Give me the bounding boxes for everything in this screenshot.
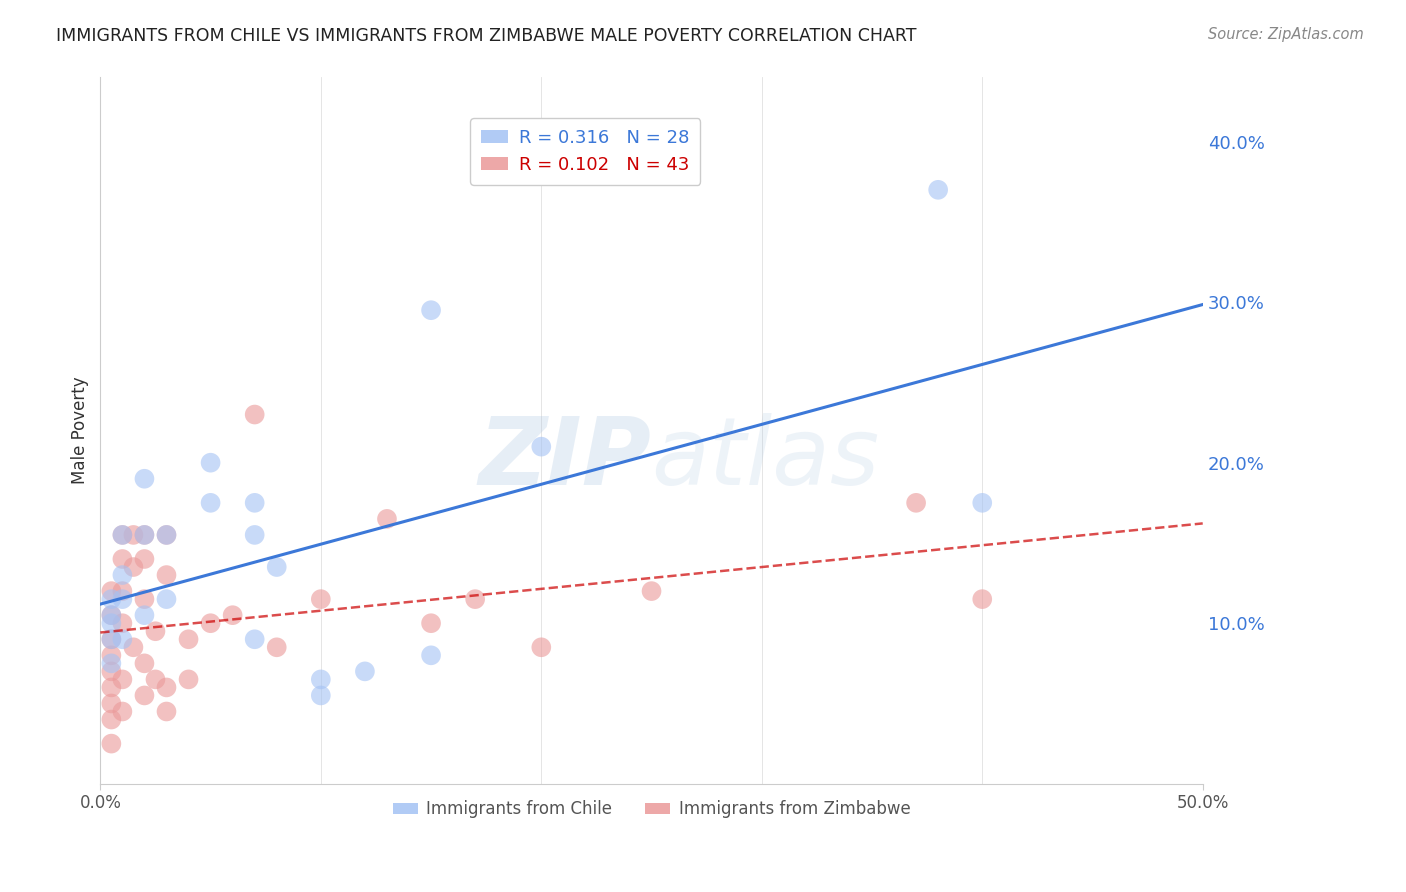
Point (420, 648, 443, 663)
Point (200, 496, 222, 510)
Point (100, 648, 122, 663)
Point (309, 689, 332, 703)
Point (266, 640, 288, 655)
Point (100, 632, 122, 647)
Point (464, 592, 486, 607)
Point (243, 632, 266, 647)
Point (134, 528, 156, 542)
Text: ZIP: ZIP (478, 413, 651, 505)
Point (200, 616, 222, 631)
Point (200, 456, 222, 470)
Text: IMMIGRANTS FROM CHILE VS IMMIGRANTS FROM ZIMBABWE MALE POVERTY CORRELATION CHART: IMMIGRANTS FROM CHILE VS IMMIGRANTS FROM… (56, 27, 917, 45)
Point (122, 640, 145, 655)
Point (155, 705, 177, 719)
Point (100, 608, 122, 623)
Point (100, 632, 122, 647)
Point (100, 616, 122, 631)
Point (100, 608, 122, 623)
Point (134, 608, 156, 623)
Point (155, 528, 177, 542)
Point (134, 528, 156, 542)
Point (145, 673, 167, 687)
Point (155, 592, 177, 607)
Point (134, 592, 156, 607)
Point (100, 657, 122, 671)
Point (420, 616, 443, 631)
Point (111, 592, 134, 607)
Point (111, 705, 134, 719)
Point (640, 584, 662, 599)
Point (111, 584, 134, 599)
Text: Source: ZipAtlas.com: Source: ZipAtlas.com (1208, 27, 1364, 42)
Point (155, 528, 177, 542)
Text: atlas: atlas (651, 413, 880, 504)
Point (134, 657, 156, 671)
Point (243, 408, 266, 422)
Point (177, 673, 200, 687)
Point (111, 673, 134, 687)
Point (111, 632, 134, 647)
Point (309, 592, 332, 607)
Point (243, 496, 266, 510)
Point (100, 697, 122, 711)
Point (100, 737, 122, 751)
Point (111, 616, 134, 631)
Point (530, 440, 553, 454)
Point (122, 528, 145, 542)
Point (221, 608, 243, 623)
Point (122, 560, 145, 574)
Point (972, 592, 994, 607)
Point (111, 552, 134, 566)
Point (100, 584, 122, 599)
Point (134, 552, 156, 566)
Point (145, 624, 167, 639)
Point (155, 568, 177, 582)
Point (927, 183, 949, 197)
Point (100, 681, 122, 695)
Legend: Immigrants from Chile, Immigrants from Zimbabwe: Immigrants from Chile, Immigrants from Z… (387, 794, 917, 825)
Point (354, 665, 377, 679)
Point (420, 303, 443, 318)
Point (375, 512, 398, 526)
Point (111, 568, 134, 582)
Point (155, 681, 177, 695)
Point (100, 592, 122, 607)
Point (243, 528, 266, 542)
Point (134, 689, 156, 703)
Point (100, 713, 122, 727)
Point (100, 665, 122, 679)
Point (266, 560, 288, 574)
Point (177, 632, 200, 647)
Point (905, 496, 928, 510)
Point (111, 528, 134, 542)
Y-axis label: Male Poverty: Male Poverty (72, 376, 89, 484)
Point (972, 496, 994, 510)
Point (134, 472, 156, 486)
Point (530, 640, 553, 655)
Point (309, 673, 332, 687)
Point (111, 528, 134, 542)
